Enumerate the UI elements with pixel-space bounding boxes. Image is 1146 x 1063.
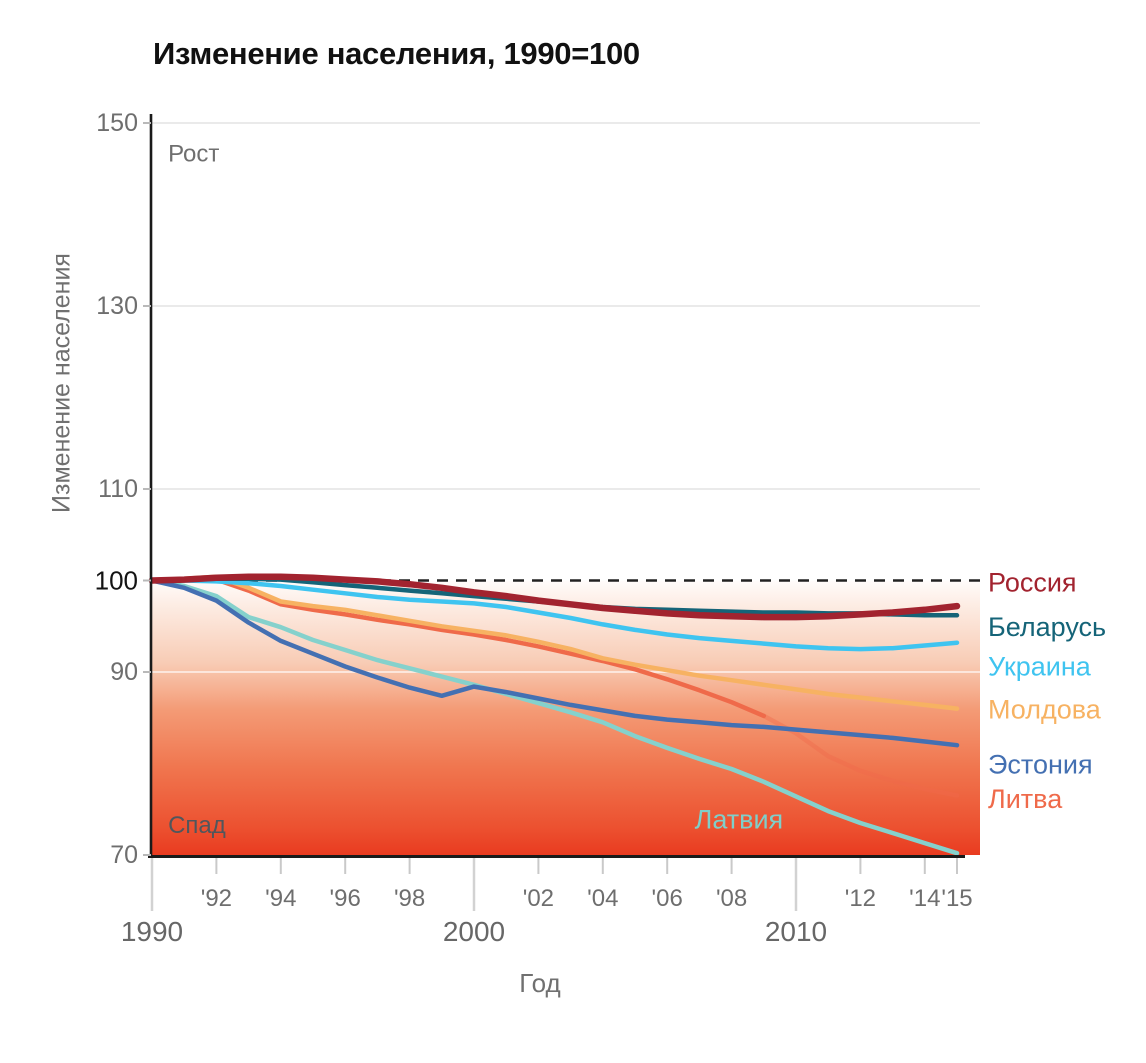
series-line-russia <box>148 573 961 621</box>
legend-label-estonia: Эстония <box>988 749 1093 779</box>
x-tick-label-'14: '14 <box>909 885 940 912</box>
chart-title: Изменение населения, 1990=100 <box>153 36 640 71</box>
x-tick-label-'94: '94 <box>265 885 296 912</box>
x-tick-label-'02: '02 <box>523 885 554 912</box>
decline-gradient-area <box>152 580 980 855</box>
x-tick-label-'92: '92 <box>201 885 232 912</box>
x-tick-label-'96: '96 <box>330 885 361 912</box>
x-axis-title: Год <box>519 968 561 998</box>
y-tick-label-110: 110 <box>98 475 138 503</box>
series-line-lithuania-faded <box>761 713 960 798</box>
x-tick-label-2010: 2010 <box>765 916 827 947</box>
annotation-spad: Спад <box>168 812 226 839</box>
y-tick-label-90: 90 <box>110 658 138 686</box>
x-tick-label-2000: 2000 <box>443 916 505 947</box>
y-tick-label-70: 70 <box>110 841 138 869</box>
x-tick-label-'08: '08 <box>716 885 747 912</box>
series-line-estonia <box>149 578 960 748</box>
y-tick-label-130: 130 <box>96 292 138 320</box>
x-tick-label-1990: 1990 <box>121 916 183 947</box>
annotation-rost: Рост <box>168 141 219 168</box>
x-tick-label-'04: '04 <box>587 885 618 912</box>
legend-label-lithuania: Литва <box>988 784 1063 814</box>
series-inline-label-latvia: Латвия <box>695 804 784 834</box>
y-tick-label-150: 150 <box>96 109 138 137</box>
legend-label-ukraine: Украина <box>988 652 1092 682</box>
series-line-moldova <box>149 574 960 711</box>
x-tick-label-'06: '06 <box>652 885 683 912</box>
series-line-ukraine <box>149 578 960 652</box>
y-tick-label-100: 100 <box>95 566 138 596</box>
x-tick-label-'98: '98 <box>394 885 425 912</box>
x-tick-label-'15: '15 <box>941 885 972 912</box>
legend-label-russia: Россия <box>988 567 1077 597</box>
x-tick-label-'12: '12 <box>845 885 876 912</box>
series-line-latvia <box>149 578 960 856</box>
series-line-lithuania <box>149 577 767 719</box>
legend-label-belarus: Беларусь <box>988 612 1106 642</box>
legend-label-moldova: Молдова <box>988 695 1102 725</box>
